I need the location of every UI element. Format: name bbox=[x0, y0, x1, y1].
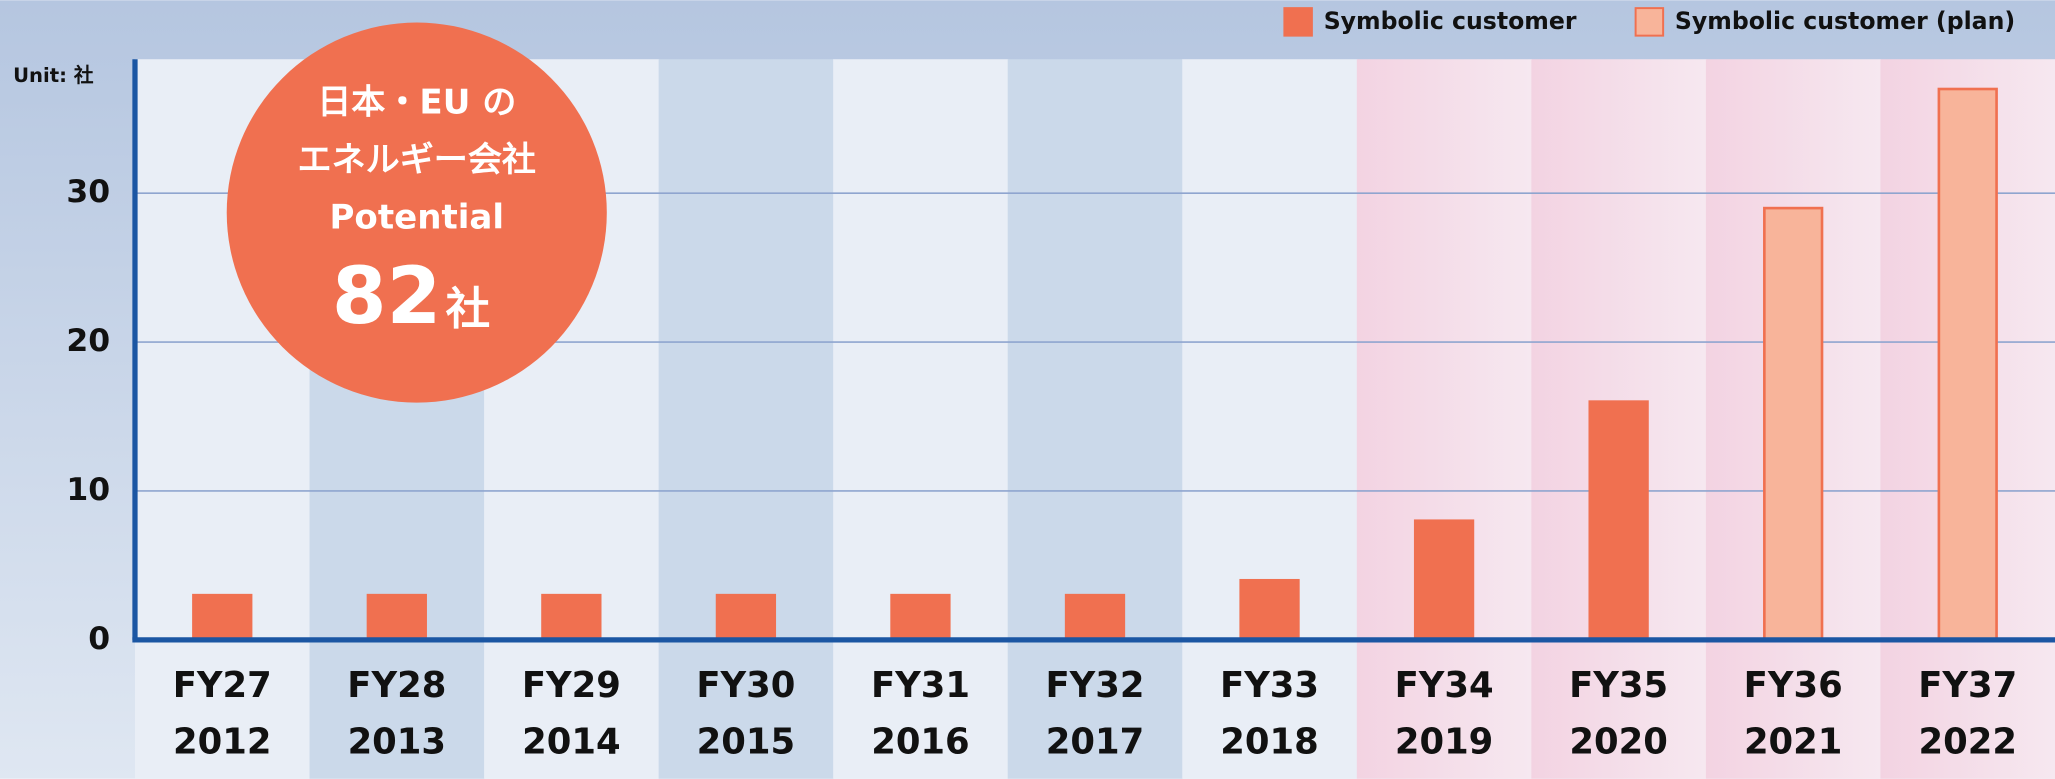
y-tick-label: 30 bbox=[66, 174, 110, 210]
x-tick-label: FY37 bbox=[1918, 665, 2017, 706]
x-tick-label: 2021 bbox=[1744, 721, 1842, 762]
x-tick-label: FY33 bbox=[1220, 665, 1319, 706]
x-tick-label: FY34 bbox=[1395, 665, 1494, 706]
annotation-text: 日本・EU の bbox=[317, 82, 516, 122]
x-tick-label: 2016 bbox=[871, 721, 969, 762]
x-tick-label: 2014 bbox=[522, 721, 620, 762]
bar bbox=[717, 595, 775, 640]
x-tick-label: FY36 bbox=[1744, 665, 1843, 706]
x-tick-label: FY27 bbox=[173, 665, 272, 706]
unit-label: Unit: 社 bbox=[13, 64, 94, 87]
bar bbox=[1415, 521, 1473, 640]
annotation-value: 82 bbox=[332, 250, 441, 342]
page: {"chart_data":{"type":"bar", "unit_label… bbox=[0, 0, 2055, 779]
x-tick-label: 2019 bbox=[1395, 721, 1493, 762]
x-tick-label: FY30 bbox=[696, 665, 795, 706]
legend-swatch bbox=[1284, 8, 1312, 36]
x-tick-label: FY28 bbox=[347, 665, 446, 706]
bar bbox=[368, 595, 426, 640]
chart: Unit: 社 0 10 20 30 FY27 2012 FY28 2013 FY29 2014 F… bbox=[0, 0, 2055, 779]
bar bbox=[1590, 402, 1648, 640]
x-tick-label: 2017 bbox=[1046, 721, 1144, 762]
x-tick-label: FY31 bbox=[871, 665, 970, 706]
bar bbox=[1939, 89, 1997, 640]
y-tick-label: 0 bbox=[88, 621, 110, 657]
x-tick-label: 2018 bbox=[1220, 721, 1318, 762]
x-tick-label: 2020 bbox=[1569, 721, 1667, 762]
x-tick-label: 2013 bbox=[348, 721, 446, 762]
legend-swatch bbox=[1636, 8, 1664, 36]
legend-label: Symbolic customer (plan) bbox=[1675, 7, 2015, 35]
annotation-text: Potential bbox=[329, 198, 504, 238]
x-tick-label: FY35 bbox=[1569, 665, 1668, 706]
x-tick-label: 2012 bbox=[173, 721, 271, 762]
x-tick-label: 2022 bbox=[1918, 721, 2016, 762]
bar bbox=[892, 595, 950, 640]
bar bbox=[1066, 595, 1124, 640]
y-tick-label: 10 bbox=[66, 472, 110, 508]
bar bbox=[1241, 580, 1299, 640]
legend-label: Symbolic customer bbox=[1324, 7, 1577, 35]
x-tick-label: FY32 bbox=[1045, 665, 1144, 706]
x-tick-label: FY29 bbox=[522, 665, 621, 706]
annotation-text: エネルギー会社 bbox=[298, 140, 536, 180]
annotation-unit: 社 bbox=[446, 283, 491, 335]
y-tick-label: 20 bbox=[66, 323, 110, 359]
bar bbox=[193, 595, 251, 640]
bar bbox=[543, 595, 601, 640]
x-tick-label: 2015 bbox=[697, 721, 795, 762]
bar bbox=[1764, 208, 1822, 640]
